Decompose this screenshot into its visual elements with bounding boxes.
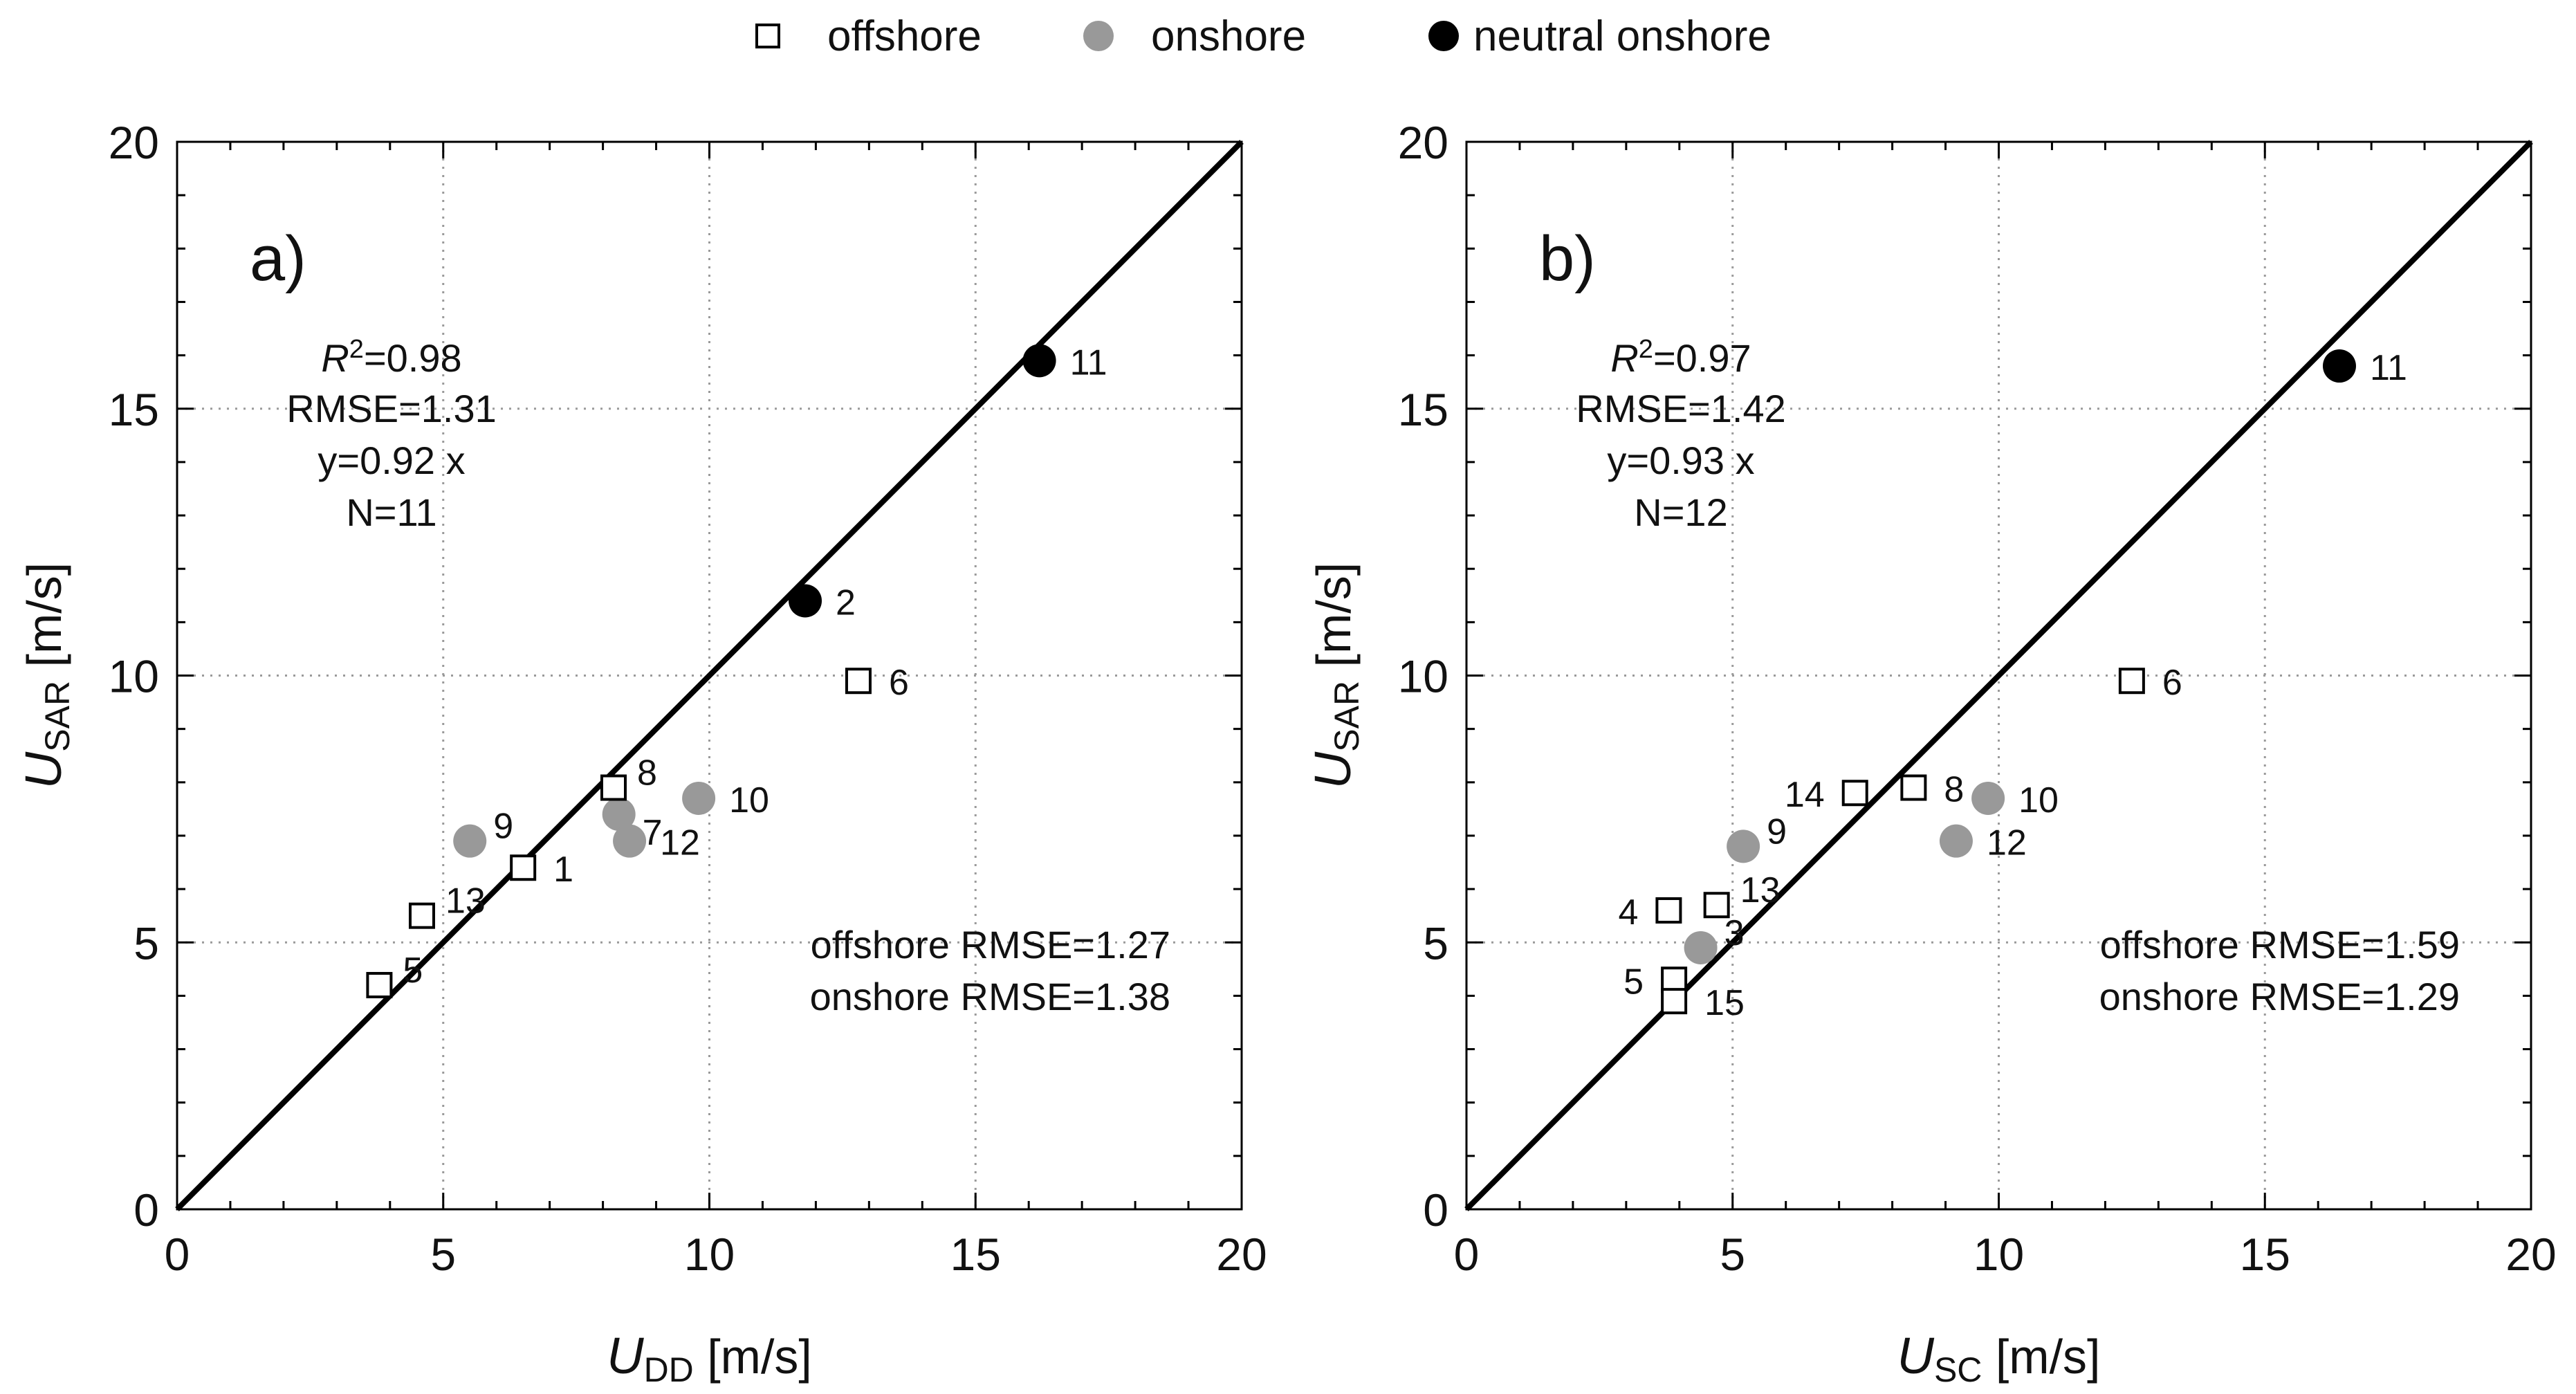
x-axis-label: USC [m/s] (1897, 1327, 2100, 1389)
y-tick-label: 0 (134, 1184, 159, 1236)
point-label: 14 (1785, 775, 1825, 815)
y-tick-label: 5 (134, 917, 159, 969)
x-tick-label: 10 (1974, 1229, 2024, 1280)
point-onshore (1684, 930, 1718, 964)
x-axis-label: UDD [m/s] (607, 1327, 812, 1389)
stat-fit: y=0.93 x (1607, 439, 1754, 482)
stat-r2: R2=0.97 (1610, 335, 1751, 380)
point-label: 15 (1704, 983, 1745, 1023)
x-tick-label: 10 (684, 1229, 735, 1280)
stat-rmse: RMSE=1.42 (1576, 387, 1786, 430)
point-offshore (1841, 780, 1868, 807)
point-label: 5 (403, 951, 423, 991)
x-tick-label: 0 (165, 1229, 190, 1280)
point-label: 11 (2370, 348, 2407, 388)
point-label: 13 (1740, 870, 1781, 910)
point-offshore (2118, 668, 2145, 695)
point-onshore (602, 798, 636, 832)
legend-marker-offshore (755, 24, 780, 48)
point-onshore (613, 824, 647, 858)
point-offshore (845, 668, 872, 695)
point-label: 3 (1724, 913, 1745, 953)
onshore-rmse: onshore RMSE=1.38 (810, 975, 1170, 1018)
offshore-rmse: offshore RMSE=1.27 (811, 923, 1170, 966)
point-label: 8 (1944, 770, 1964, 810)
point-label: 6 (2162, 663, 2182, 703)
legend-label-offshore: offshore (827, 12, 982, 60)
y-tick-label: 20 (109, 117, 159, 168)
point-label: 1 (553, 850, 573, 890)
stat-n: N=11 (346, 490, 436, 534)
stat-fit: y=0.92 x (318, 439, 465, 482)
x-tick-label: 20 (2505, 1229, 2556, 1280)
point-label: 9 (1767, 811, 1787, 852)
point-offshore (510, 854, 537, 881)
point-offshore (1703, 892, 1730, 919)
legend-marker-neutral-onshore (1428, 21, 1459, 51)
point-neutral-onshore (2322, 349, 2356, 383)
point-neutral-onshore (789, 584, 822, 618)
y-tick-label: 5 (1423, 917, 1448, 969)
point-offshore (600, 774, 627, 801)
point-onshore (1727, 829, 1760, 863)
legend-label-neutral-onshore: neutral onshore (1473, 12, 1772, 60)
panel-label: a) (250, 223, 306, 294)
x-tick-label: 15 (950, 1229, 1001, 1280)
point-offshore (1661, 988, 1688, 1015)
point-label: 12 (660, 823, 700, 863)
legend-label-onshore: onshore (1151, 12, 1306, 60)
point-neutral-onshore (1022, 344, 1056, 378)
stat-r2: R2=0.98 (321, 335, 461, 380)
point-label: 6 (889, 663, 909, 703)
legend: offshore onshore neutral onshore (755, 12, 1772, 60)
point-offshore (366, 971, 393, 998)
stat-rmse: RMSE=1.31 (286, 387, 497, 430)
y-tick-label: 15 (109, 384, 159, 435)
point-onshore (682, 781, 716, 815)
x-tick-label: 15 (2240, 1229, 2290, 1280)
x-tick-label: 20 (1216, 1229, 1267, 1280)
point-label: 4 (1618, 892, 1638, 933)
point-offshore (408, 902, 435, 929)
y-axis-label: USAR [m/s] (15, 562, 77, 789)
panel-b: 0 5 10 15 20 0 5 10 15 20 USC [m/s] USAR [m/s] b) R2=… (1304, 117, 2557, 1389)
point-onshore (1971, 781, 2005, 815)
legend-marker-onshore (1083, 21, 1114, 51)
y-tick-label: 0 (1423, 1184, 1448, 1236)
y-tick-label: 10 (1398, 651, 1448, 702)
panel-label: b) (1539, 223, 1596, 294)
y-tick-label: 15 (1398, 384, 1448, 435)
x-tick-label: 5 (430, 1229, 456, 1280)
point-onshore (1939, 824, 1973, 858)
x-tick-label: 0 (1454, 1229, 1480, 1280)
y-axis-label: USAR [m/s] (1304, 562, 1366, 789)
point-label: 7 (643, 813, 663, 853)
point-label: 9 (493, 807, 513, 847)
onshore-rmse: onshore RMSE=1.29 (2099, 975, 2460, 1018)
point-label: 2 (836, 583, 856, 623)
point-label: 8 (637, 753, 657, 794)
point-label: 10 (729, 780, 769, 820)
point-offshore (1655, 897, 1682, 924)
point-label: 10 (2018, 780, 2059, 820)
one-to-one-line (175, 140, 1244, 1211)
x-tick-label: 5 (1720, 1229, 1745, 1280)
point-onshore (453, 824, 487, 858)
y-tick-label: 10 (109, 651, 159, 702)
point-label: 12 (1987, 823, 2027, 863)
point-label: 5 (1623, 962, 1644, 1002)
offshore-rmse: offshore RMSE=1.59 (2100, 923, 2460, 966)
y-tick-label: 20 (1398, 117, 1448, 168)
point-label: 11 (1070, 342, 1107, 383)
point-label: 13 (445, 881, 486, 921)
stat-n: N=12 (1634, 490, 1727, 534)
one-to-one-line (1464, 140, 2533, 1211)
point-offshore (1900, 774, 1927, 801)
